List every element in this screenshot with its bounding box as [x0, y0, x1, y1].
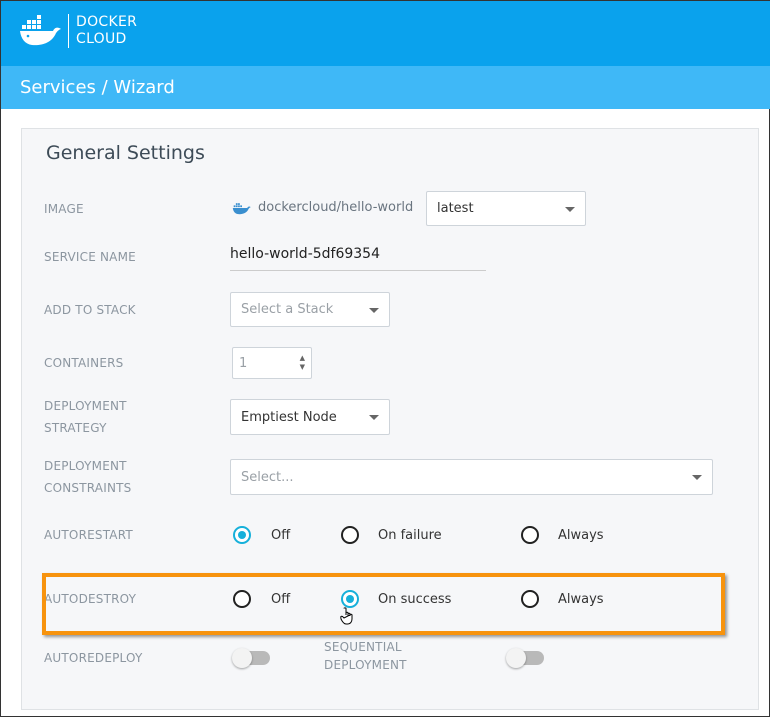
sequential-label-line1: SEQUENTIAL — [324, 640, 402, 654]
strategy-value: Emptiest Node — [241, 409, 337, 425]
service-name-label: SERVICE NAME — [44, 250, 136, 264]
stepper-arrows-icon[interactable]: ▲ ▼ — [299, 354, 305, 371]
hand-cursor-icon — [340, 607, 353, 625]
brand-line1: DOCKER — [76, 14, 138, 30]
chevron-down-icon — [369, 415, 379, 420]
autodestroy-highlight-box — [42, 573, 725, 635]
strategy-label: DEPLOYMENT STRATEGY — [44, 395, 127, 439]
constraints-label-line1: DEPLOYMENT — [44, 459, 127, 473]
toggle-knob — [232, 648, 252, 668]
autorestart-off-label: Off — [271, 528, 291, 543]
autodestroy-on-success-label: On success — [378, 592, 452, 607]
autorestart-on-failure-label: On failure — [378, 528, 442, 543]
general-settings-panel: General Settings — [21, 128, 759, 710]
toggle-knob — [506, 648, 526, 668]
sequential-deployment-toggle[interactable] — [506, 648, 544, 668]
autodestroy-on-success-radio[interactable] — [341, 590, 359, 608]
containers-value: 1 — [239, 355, 248, 371]
chevron-down-icon — [565, 206, 575, 212]
brand-line2: CLOUD — [76, 31, 127, 47]
containers-stepper[interactable]: 1 ▲ ▼ — [232, 347, 312, 379]
image-label: IMAGE — [44, 202, 84, 216]
stack-placeholder: Select a Stack — [241, 302, 334, 317]
stack-label: ADD TO STACK — [44, 303, 136, 317]
constraints-label-line2: CONSTRAINTS — [44, 481, 132, 495]
sequential-label: SEQUENTIAL DEPLOYMENT — [324, 638, 407, 674]
autodestroy-off-radio[interactable] — [233, 590, 251, 608]
brand-name: DOCKER CLOUD — [68, 14, 137, 48]
autoredeploy-label: AUTOREDEPLOY — [44, 651, 143, 665]
docker-image-icon — [232, 203, 251, 215]
autoredeploy-toggle[interactable] — [232, 648, 270, 668]
constraints-label: DEPLOYMENT CONSTRAINTS — [44, 455, 131, 499]
image-tag-value: latest — [437, 201, 474, 216]
docker-whale-logo — [20, 15, 61, 46]
autodestroy-off-label: Off — [271, 592, 291, 607]
service-name-input[interactable]: hello-world-5df69354 — [230, 246, 486, 271]
sequential-label-line2: DEPLOYMENT — [324, 658, 407, 672]
chevron-down-icon — [692, 475, 702, 480]
autorestart-on-failure-radio[interactable] — [341, 526, 359, 544]
autodestroy-always-label: Always — [558, 592, 604, 607]
section-title: General Settings — [46, 142, 205, 164]
autodestroy-always-radio[interactable] — [521, 590, 539, 608]
strategy-label-line1: DEPLOYMENT — [44, 399, 127, 413]
image-name: dockercloud/hello-world — [258, 200, 414, 215]
chevron-down-icon — [369, 307, 379, 313]
autodestroy-label: AUTODESTROY — [44, 592, 137, 606]
top-bar: DOCKER CLOUD — [1, 1, 770, 66]
autorestart-always-label: Always — [558, 528, 604, 543]
autorestart-off-radio[interactable] — [233, 526, 251, 544]
image-tag-select[interactable]: latest — [426, 191, 586, 226]
constraints-select[interactable]: Select... — [230, 459, 713, 495]
autorestart-always-radio[interactable] — [521, 526, 539, 544]
strategy-label-line2: STRATEGY — [44, 421, 107, 435]
autorestart-label: AUTORESTART — [44, 528, 133, 542]
strategy-select[interactable]: Emptiest Node — [230, 399, 390, 435]
containers-label: CONTAINERS — [44, 356, 124, 370]
constraints-placeholder: Select... — [241, 469, 294, 485]
stack-select[interactable]: Select a Stack — [230, 292, 390, 327]
breadcrumb: Services / Wizard — [1, 66, 770, 109]
